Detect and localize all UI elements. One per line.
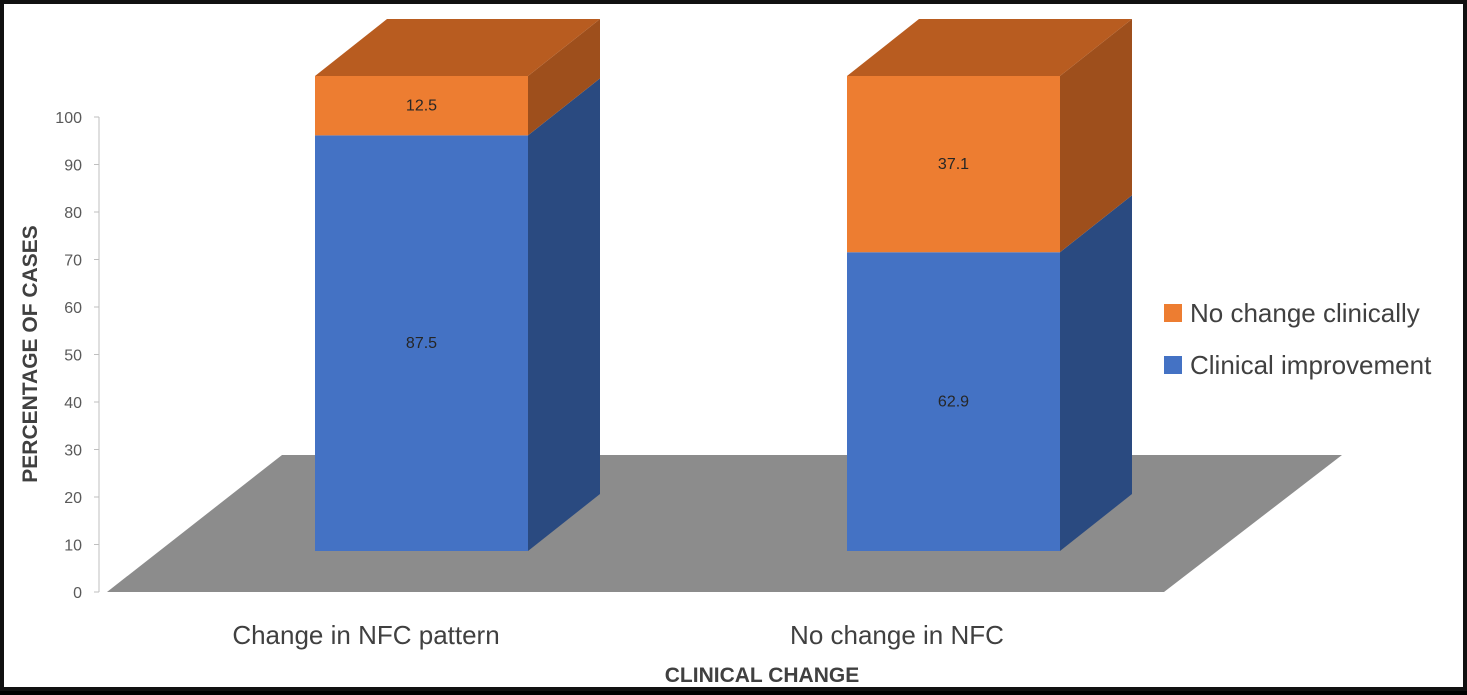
bar-data-label: 12.5	[406, 98, 437, 115]
y-tick-label: 50	[64, 348, 82, 365]
bar-top-face	[847, 19, 1132, 76]
bar-top-face	[315, 19, 600, 76]
y-tick-label: 0	[73, 585, 82, 602]
bar-segment	[847, 76, 1060, 253]
bar-data-label: 62.9	[938, 394, 969, 411]
x-category-label: Change in NFC pattern	[232, 620, 499, 650]
x-axis-title: CLINICAL CHANGE	[665, 664, 859, 687]
y-tick-label: 30	[64, 443, 82, 460]
bar-side-face	[528, 78, 600, 551]
y-tick-label: 90	[64, 158, 82, 175]
y-tick-label: 100	[55, 110, 82, 127]
y-tick-label: 40	[64, 395, 82, 412]
stacked-bar-chart: 0 10 20 30 40 50 60 70 80 90 100 Change in NFC patt…	[19, 19, 1432, 687]
y-tick-label: 60	[64, 300, 82, 317]
legend-swatch	[1164, 356, 1182, 374]
y-tick-label: 80	[64, 205, 82, 222]
bar-side-face	[528, 19, 600, 136]
y-tick-label: 20	[64, 490, 82, 507]
y-tick-label: 70	[64, 253, 82, 270]
legend-label: No change clinically	[1190, 298, 1420, 328]
legend-swatch	[1164, 304, 1182, 322]
y-axis-title: PERCENTAGE OF CASES	[19, 225, 42, 482]
bar-side-face	[1060, 195, 1132, 551]
bar-segment	[315, 76, 528, 136]
bar-segment	[315, 135, 528, 551]
legend-label: Clinical improvement	[1190, 350, 1432, 380]
bar-side-face	[1060, 19, 1132, 253]
x-category-label: No change in NFC	[790, 620, 1004, 650]
bar-segment	[847, 252, 1060, 551]
bar-data-label: 37.1	[938, 156, 969, 173]
bar-data-label: 87.5	[406, 335, 437, 352]
y-tick-label: 10	[64, 538, 82, 555]
chart-floor	[107, 455, 1342, 592]
